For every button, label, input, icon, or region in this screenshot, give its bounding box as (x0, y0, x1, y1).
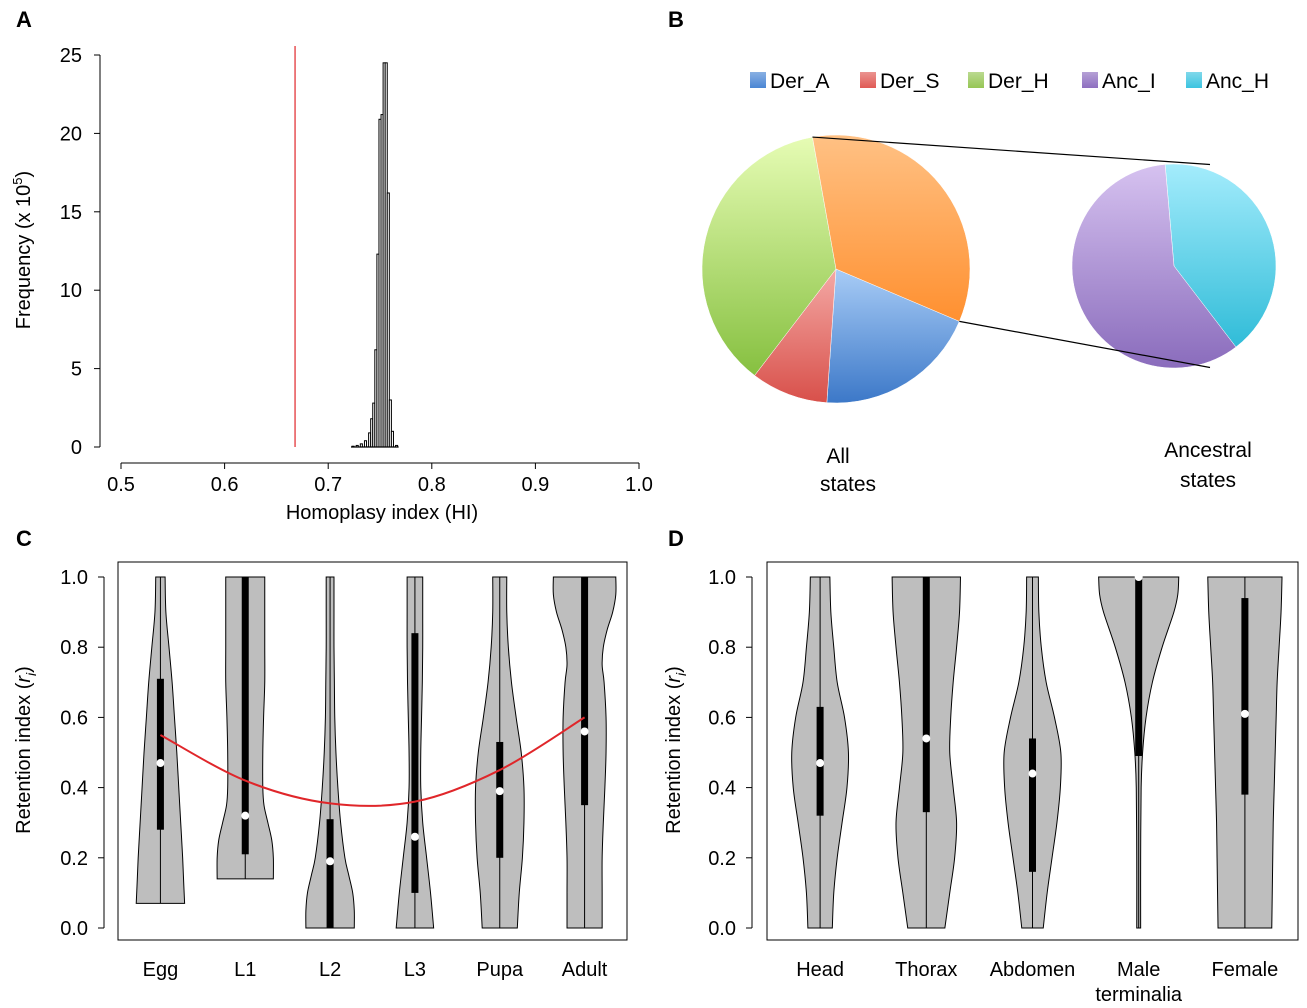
violin-median (1134, 573, 1143, 581)
violin-median (326, 857, 335, 866)
violin-panel-stages: Retention index (ri) 0.0 0.2 0.4 0.6 0.8 1.0 E… (13, 561, 628, 981)
legend-swatch-shine (968, 72, 984, 88)
legend-swatch-shine (1186, 72, 1202, 88)
legend-swatch-shine (1082, 72, 1098, 88)
x-tick-label-a: 0.6 (211, 474, 239, 496)
y-tick-label: 0.0 (60, 918, 88, 940)
pie-label-ancestral-line1: Ancestral (1164, 439, 1252, 462)
violin-median (922, 734, 931, 743)
violin-iqr-box (1135, 577, 1143, 757)
violin-median (580, 727, 589, 736)
pie-label-ancestral-line2: states (1180, 469, 1236, 492)
x-tick-label-a: 1.0 (625, 474, 653, 496)
violin-iqr-box (1241, 598, 1249, 795)
y-axis-label-d: Retention index (ri) (663, 666, 689, 834)
y-tick-label-a: 25 (60, 45, 82, 67)
x-tick-label-a: 0.7 (314, 474, 342, 496)
violin-iqr-box (496, 741, 504, 858)
violin-iqr-box (156, 678, 164, 830)
legend-label: Der_H (988, 70, 1049, 93)
violin-median (1028, 769, 1037, 778)
violin-median (1240, 709, 1249, 718)
plot-frame (117, 561, 628, 941)
connector-line-top (812, 136, 1211, 166)
x-tick-label-a: 0.8 (418, 474, 446, 496)
pie-panel: All states Ancestral states Der_A Der_S De… (701, 70, 1277, 496)
pie-label-all-line2: states (820, 473, 876, 496)
legend-label: Anc_I (1102, 70, 1156, 93)
legend-swatch-shine (860, 72, 876, 88)
violin-iqr-box (241, 577, 249, 855)
pie-slice-anc-h (1164, 163, 1277, 348)
category-label: Female (1212, 959, 1279, 981)
y-tick-label: 0.4 (60, 778, 88, 800)
y-tick-label-a: 5 (71, 359, 82, 381)
category-label: Egg (143, 959, 179, 981)
panel-label-b: B (668, 7, 684, 32)
connector-line-bottom (959, 320, 1211, 369)
y-tick-label-a: 20 (60, 123, 82, 145)
legend-label: Der_S (880, 70, 940, 93)
x-tick-label-a: 0.9 (521, 474, 549, 496)
violin-median (241, 811, 250, 820)
plot-frame (766, 561, 1299, 941)
y-tick-label: 0.4 (708, 778, 736, 800)
panel-label-a: A (16, 7, 32, 32)
violin-iqr-box (1029, 738, 1036, 872)
y-tick-label: 0.6 (60, 707, 88, 729)
y-tick-label: 0.0 (708, 918, 736, 940)
y-tick-label: 1.0 (60, 567, 88, 589)
histogram-bar (363, 440, 368, 448)
violin-iqr-box (411, 633, 419, 893)
violin-median (495, 787, 504, 796)
x-axis-label-a: Homoplasy index (HI) (286, 502, 478, 524)
legend-label: Der_A (770, 70, 830, 93)
violin-iqr-box (581, 577, 589, 806)
y-tick-label: 1.0 (708, 567, 736, 589)
category-label: Head (796, 959, 844, 981)
pie-slice-der-s (754, 268, 837, 403)
category-label: Adult (562, 959, 608, 981)
legend-swatch-shine (750, 72, 766, 88)
y-axis-label-a: Frequency (x 105) (10, 171, 35, 329)
quadratic-fit-curve (159, 716, 586, 807)
violin-median (816, 759, 825, 768)
y-tick-label: 0.8 (708, 637, 736, 659)
y-axis-label-c: Retention index (ri) (13, 666, 39, 834)
pie-label-all-line1: All (826, 445, 849, 468)
panel-label-c: C (16, 526, 32, 551)
category-label: L1 (234, 959, 256, 981)
y-tick-label: 0.2 (708, 848, 736, 870)
panel-label-d: D (668, 526, 684, 551)
violin-iqr-box (326, 819, 334, 928)
y-tick-label-a: 15 (60, 202, 82, 224)
category-label: L2 (319, 959, 341, 981)
pie-slice-anc-i (1071, 164, 1237, 369)
pie-slice-der-h (701, 136, 837, 376)
y-tick-label: 0.8 (60, 637, 88, 659)
category-label: L3 (404, 959, 426, 981)
y-tick-label-a: 0 (71, 437, 82, 459)
violin-iqr-box (922, 577, 930, 813)
y-tick-label: 0.2 (60, 848, 88, 870)
violin-median (410, 832, 419, 841)
pie-slice-der-a (826, 268, 960, 404)
category-label: Abdomen (990, 959, 1076, 981)
x-tick-label-a: 0.5 (107, 474, 135, 496)
y-tick-label-a: 10 (60, 280, 82, 302)
category-label: Male (1117, 959, 1160, 981)
category-label: Pupa (476, 959, 524, 981)
y-tick-label: 0.6 (708, 707, 736, 729)
category-label-line2: terminalia (1095, 984, 1183, 1006)
category-label: Thorax (895, 959, 957, 981)
violin-panel-body: Retention index (ri) 0.0 0.2 0.4 0.6 0.8 1.0 H… (663, 561, 1299, 1006)
violin-median (156, 759, 165, 768)
pie-slice-ancestral (812, 134, 971, 322)
legend-label: Anc_H (1206, 70, 1269, 93)
histogram-bar (390, 430, 394, 448)
histogram-panel: Homoplasy index (HI) Frequency (x 105) 0… (10, 45, 653, 524)
